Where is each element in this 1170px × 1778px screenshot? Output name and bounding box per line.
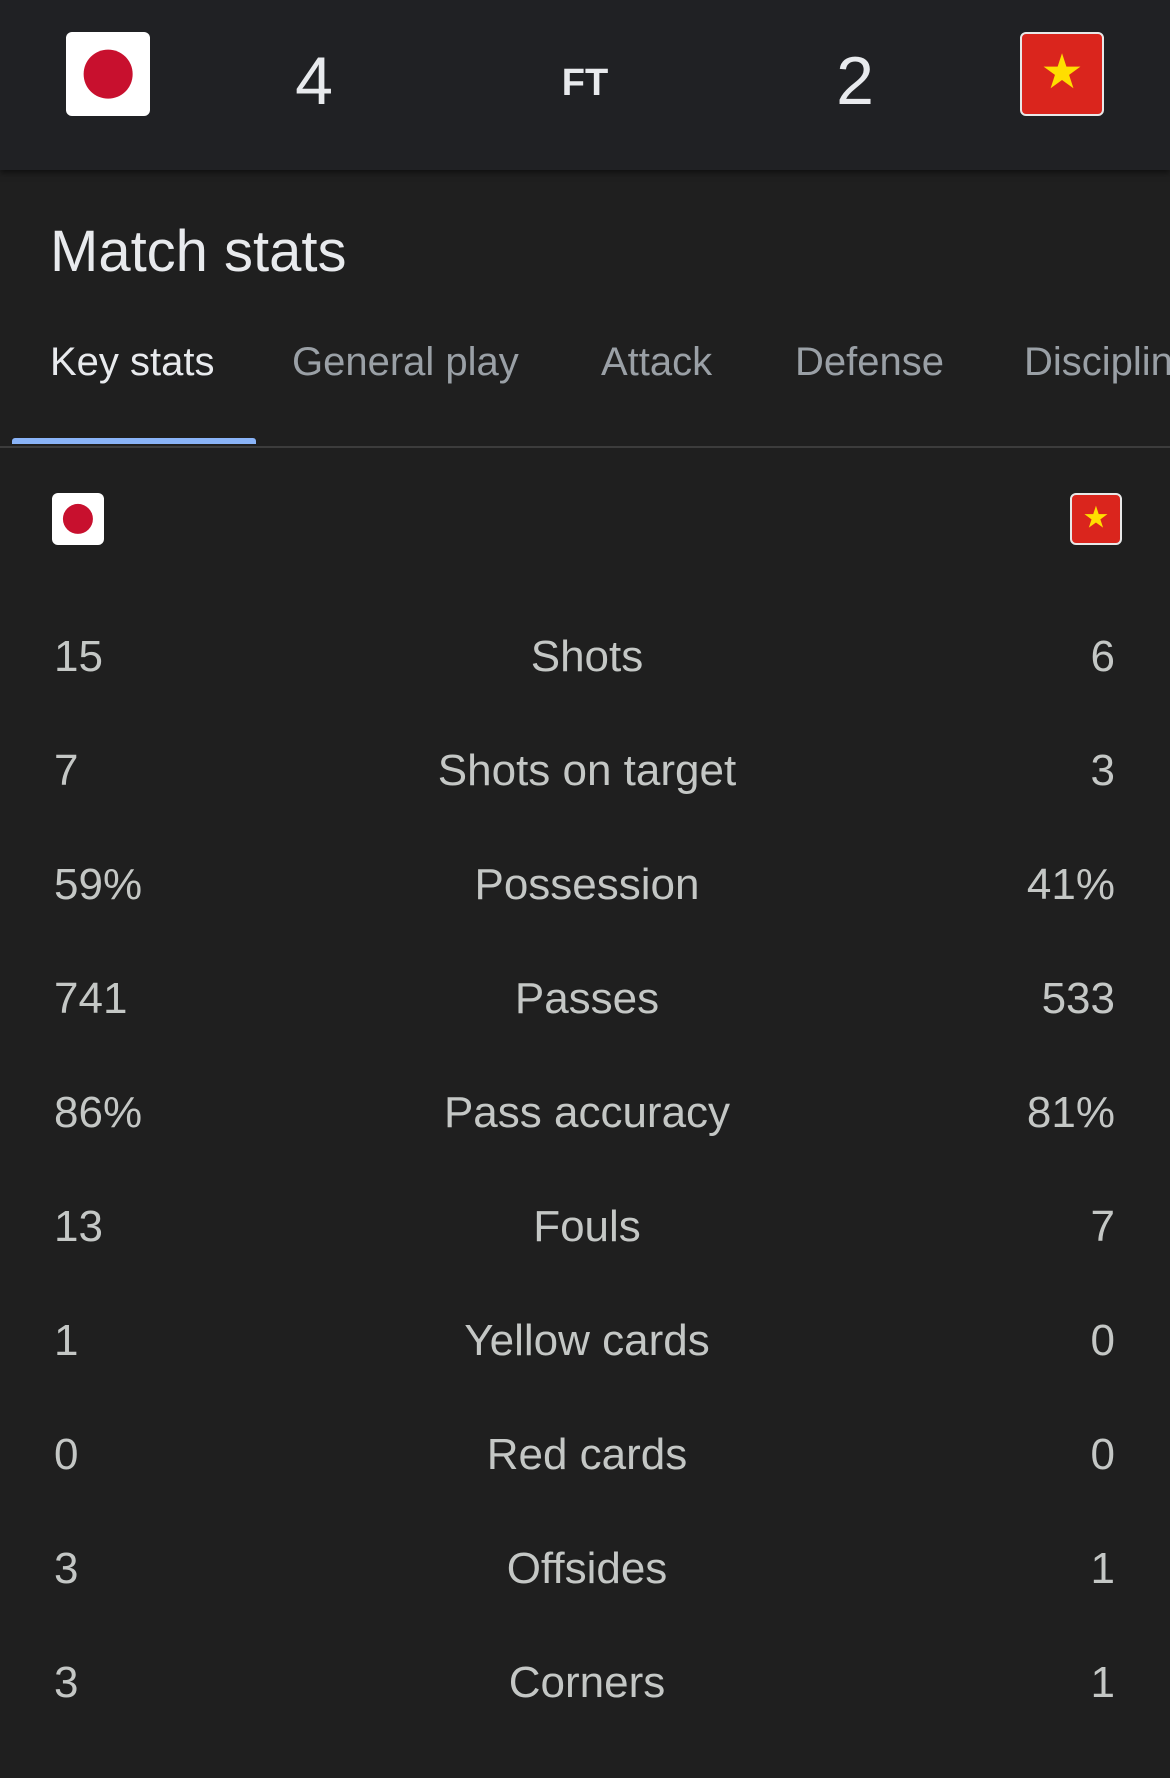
stat-label: Passes (514, 974, 660, 1023)
stat-label: Red cards (486, 1430, 688, 1479)
away-value: 3 (1090, 746, 1115, 795)
away-value: 0 (1090, 1430, 1115, 1479)
home-value: 7 (54, 746, 79, 795)
home-value: 59% (54, 860, 143, 909)
stat-row: 86% Pass accuracy 81% (0, 1056, 1170, 1170)
stats-tabs: Key stats General play Attack Defense Di… (0, 320, 1170, 448)
stat-label: Yellow cards (464, 1316, 710, 1365)
stat-row: 15 Shots 6 (0, 600, 1170, 714)
japan-flag-icon[interactable] (66, 32, 150, 116)
stat-label: Shots on target (437, 746, 737, 795)
away-value: 81% (1026, 1088, 1115, 1137)
away-value: 1 (1090, 1544, 1115, 1593)
match-status: FT (561, 62, 609, 104)
active-tab-indicator (12, 438, 256, 444)
home-score: 4 (295, 43, 333, 119)
tab-discipline[interactable]: Disciplin (1024, 340, 1170, 384)
stat-row: 7 Shots on target 3 (0, 714, 1170, 828)
home-value: 3 (54, 1544, 79, 1593)
home-value: 86% (54, 1088, 143, 1137)
home-value: 741 (54, 974, 128, 1023)
home-value: 3 (54, 1658, 79, 1707)
japan-flag-icon (52, 493, 104, 545)
away-value: 533 (1041, 974, 1115, 1023)
stat-row: 741 Passes 533 (0, 942, 1170, 1056)
tab-key-stats[interactable]: Key stats (50, 340, 215, 384)
scoreboard-header: 4 FT 2 ★ (0, 0, 1170, 170)
stat-row: 13 Fouls 7 (0, 1170, 1170, 1284)
stat-label: Possession (474, 860, 700, 909)
home-value: 0 (54, 1430, 79, 1479)
stat-label: Fouls (533, 1202, 641, 1251)
stat-row: 3 Offsides 1 (0, 1512, 1170, 1626)
stat-label: Shots (530, 632, 644, 681)
tab-general-play[interactable]: General play (292, 340, 519, 384)
stat-row: 3 Corners 1 (0, 1626, 1170, 1740)
stat-label: Corners (508, 1658, 666, 1707)
away-value: 0 (1090, 1316, 1115, 1365)
stat-row: 59% Possession 41% (0, 828, 1170, 942)
stat-row: 1 Yellow cards 0 (0, 1284, 1170, 1398)
away-score: 2 (836, 43, 874, 119)
stat-row: 0 Red cards 0 (0, 1398, 1170, 1512)
page-title: Match stats (50, 219, 347, 284)
away-value: 6 (1090, 632, 1115, 681)
stat-label: Pass accuracy (443, 1088, 731, 1137)
away-value: 41% (1026, 860, 1115, 909)
home-value: 1 (54, 1316, 79, 1365)
home-value: 15 (54, 632, 103, 681)
away-value: 1 (1090, 1658, 1115, 1707)
tab-defense[interactable]: Defense (795, 340, 944, 384)
stat-label: Offsides (506, 1544, 668, 1593)
away-value: 7 (1090, 1202, 1115, 1251)
vietnam-flag-icon[interactable]: ★ (1020, 32, 1104, 116)
tab-attack[interactable]: Attack (601, 340, 713, 384)
home-value: 13 (54, 1202, 103, 1251)
vietnam-flag-icon: ★ (1070, 493, 1122, 545)
